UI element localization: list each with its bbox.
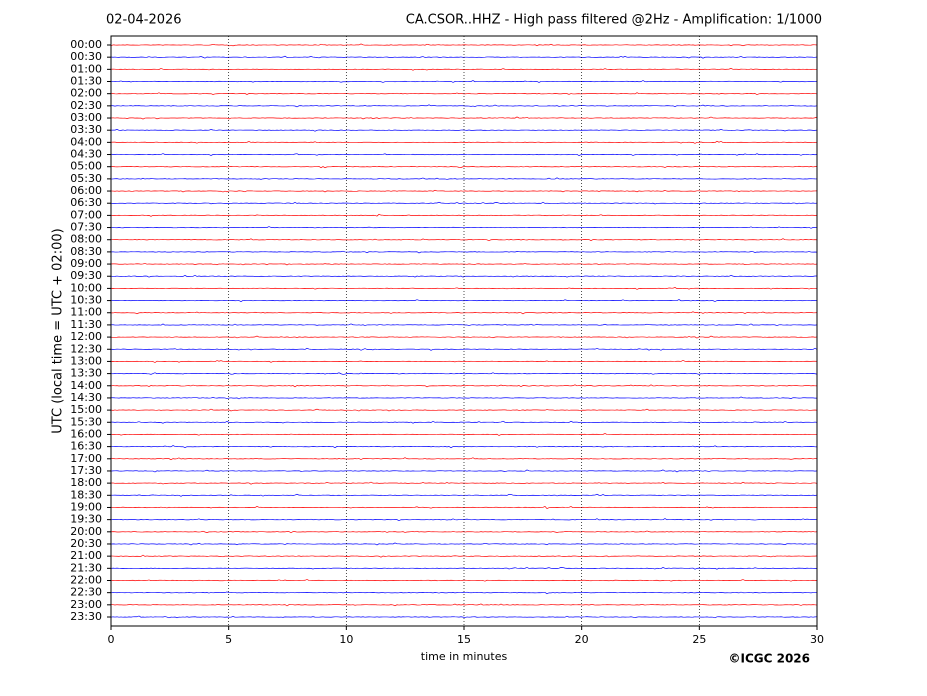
trace — [110, 457, 818, 461]
y-tick-label: 12:00 — [70, 330, 102, 343]
trace — [110, 140, 818, 144]
trace — [110, 372, 818, 375]
x-tick-label: 15 — [457, 633, 471, 646]
y-tick-label: 10:30 — [70, 294, 102, 307]
y-tick-label: 05:30 — [70, 172, 102, 185]
trace — [110, 347, 818, 351]
y-tick-label: 11:00 — [70, 306, 102, 319]
y-tick-label: 22:00 — [70, 573, 102, 586]
plot-frame — [110, 35, 818, 627]
trace — [110, 263, 818, 266]
trace — [110, 408, 818, 412]
y-tick-label: 19:30 — [70, 513, 102, 526]
x-tick-label: 25 — [692, 633, 706, 646]
y-tick-label: 16:00 — [70, 427, 102, 440]
y-tick-label: 13:00 — [70, 354, 102, 367]
trace — [110, 165, 818, 169]
y-tick-label: 20:00 — [70, 525, 102, 538]
y-tick-label: 23:30 — [70, 610, 102, 623]
trace — [110, 530, 818, 534]
y-axis-label: UTC (local time = UTC + 02:00) — [51, 228, 66, 433]
trace — [110, 615, 818, 619]
trace — [110, 116, 818, 120]
y-tick-label: 06:30 — [70, 196, 102, 209]
trace — [110, 201, 818, 205]
trace — [110, 384, 818, 388]
trace — [110, 238, 818, 242]
trace — [110, 189, 818, 193]
x-tick-label: 10 — [339, 633, 353, 646]
y-tick-label: 18:30 — [70, 488, 102, 501]
y-tick-label: 00:30 — [70, 50, 102, 63]
y-tick-label: 16:30 — [70, 440, 102, 453]
y-tick-label: 09:00 — [70, 257, 102, 270]
trace — [110, 153, 818, 157]
date: 02-04-2026 — [106, 13, 182, 28]
x-axis-label: time in minutes — [421, 650, 508, 663]
y-tick-label: 04:30 — [70, 148, 102, 161]
trace — [110, 250, 818, 254]
x-tick-label: 30 — [810, 633, 824, 646]
y-tick-label: 23:00 — [70, 598, 102, 611]
x-tick-label: 0 — [108, 633, 115, 646]
y-tick-label: 11:30 — [70, 318, 102, 331]
trace — [110, 433, 818, 436]
y-tick-label: 03:30 — [70, 123, 102, 136]
y-tick-label: 02:30 — [70, 99, 102, 112]
trace — [110, 359, 818, 363]
y-tick-label: 18:00 — [70, 476, 102, 489]
y-tick-label: 04:00 — [70, 135, 102, 148]
y-tick-label: 14:30 — [70, 391, 102, 404]
y-tick-label: 15:00 — [70, 403, 102, 416]
trace — [110, 603, 818, 607]
trace — [110, 129, 818, 132]
x-tick-label: 20 — [575, 633, 589, 646]
credit: ©ICGC 2026 — [728, 652, 810, 666]
trace — [110, 177, 818, 180]
trace — [110, 226, 818, 229]
y-tick-label: 13:30 — [70, 367, 102, 380]
y-tick-label: 12:30 — [70, 342, 102, 355]
y-tick-label: 14:00 — [70, 379, 102, 392]
y-tick-label: 08:00 — [70, 233, 102, 246]
y-tick-label: 02:00 — [70, 87, 102, 100]
trace — [110, 554, 818, 558]
chart-title: CA.CSOR..HHZ - High pass filtered @2Hz -… — [406, 13, 822, 28]
trace — [110, 396, 818, 400]
y-tick-label: 07:00 — [70, 208, 102, 221]
trace — [110, 213, 818, 217]
y-tick-label: 21:00 — [70, 549, 102, 562]
y-tick-label: 21:30 — [70, 561, 102, 574]
x-tick-label: 5 — [225, 633, 232, 646]
y-tick-label: 06:00 — [70, 184, 102, 197]
trace — [110, 591, 818, 595]
y-tick-label: 09:30 — [70, 269, 102, 282]
trace — [110, 469, 818, 473]
y-tick-label: 22:30 — [70, 586, 102, 599]
y-tick-label: 17:00 — [70, 452, 102, 465]
y-tick-label: 01:30 — [70, 75, 102, 88]
y-tick-label: 19:00 — [70, 500, 102, 513]
trace — [110, 420, 818, 424]
y-tick-label: 17:30 — [70, 464, 102, 477]
y-tick-label: 05:00 — [70, 160, 102, 173]
y-tick-label: 01:00 — [70, 62, 102, 75]
y-tick-label: 08:30 — [70, 245, 102, 258]
y-tick-label: 07:30 — [70, 221, 102, 234]
trace — [110, 579, 818, 582]
y-tick-label: 20:30 — [70, 537, 102, 550]
y-tick-label: 15:30 — [70, 415, 102, 428]
y-tick-label: 10:00 — [70, 281, 102, 294]
trace — [110, 445, 818, 449]
y-tick-label: 03:00 — [70, 111, 102, 124]
trace — [110, 567, 818, 570]
y-tick-label: 00:00 — [70, 38, 102, 51]
trace — [110, 43, 818, 47]
